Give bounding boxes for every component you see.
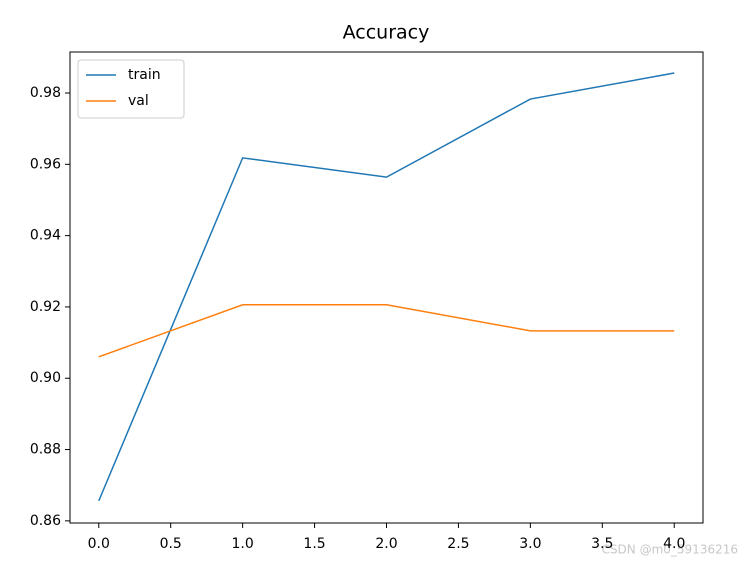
watermark: CSDN @m0_59136216 — [602, 543, 738, 557]
x-tick-label: 0.0 — [88, 536, 110, 552]
line — [98, 304, 675, 358]
x-tick-label: 3.5 — [591, 536, 613, 552]
x-tick-label: 0.5 — [160, 536, 182, 552]
y-tick-label: 0.92 — [30, 299, 61, 315]
y-tick-label: 0.90 — [30, 370, 61, 386]
x-tick-label: 4.0 — [663, 536, 685, 552]
y-tick-label: 0.86 — [30, 513, 61, 529]
legend-label: val — [128, 93, 149, 109]
line — [98, 72, 675, 502]
x-tick-label: 2.5 — [447, 536, 469, 552]
y-tick-label: 0.94 — [30, 228, 61, 244]
x-tick-label: 3.0 — [519, 536, 541, 552]
y-tick-label: 0.96 — [30, 156, 61, 172]
x-tick-label: 1.0 — [232, 536, 254, 552]
legend-label: train — [128, 67, 161, 83]
x-tick-label: 1.5 — [303, 536, 325, 552]
axes-frame — [69, 51, 704, 524]
chart-title: Accuracy — [343, 22, 430, 44]
y-tick-label: 0.98 — [30, 85, 61, 101]
y-tick-label: 0.88 — [30, 442, 61, 458]
x-tick-label: 2.0 — [375, 536, 397, 552]
